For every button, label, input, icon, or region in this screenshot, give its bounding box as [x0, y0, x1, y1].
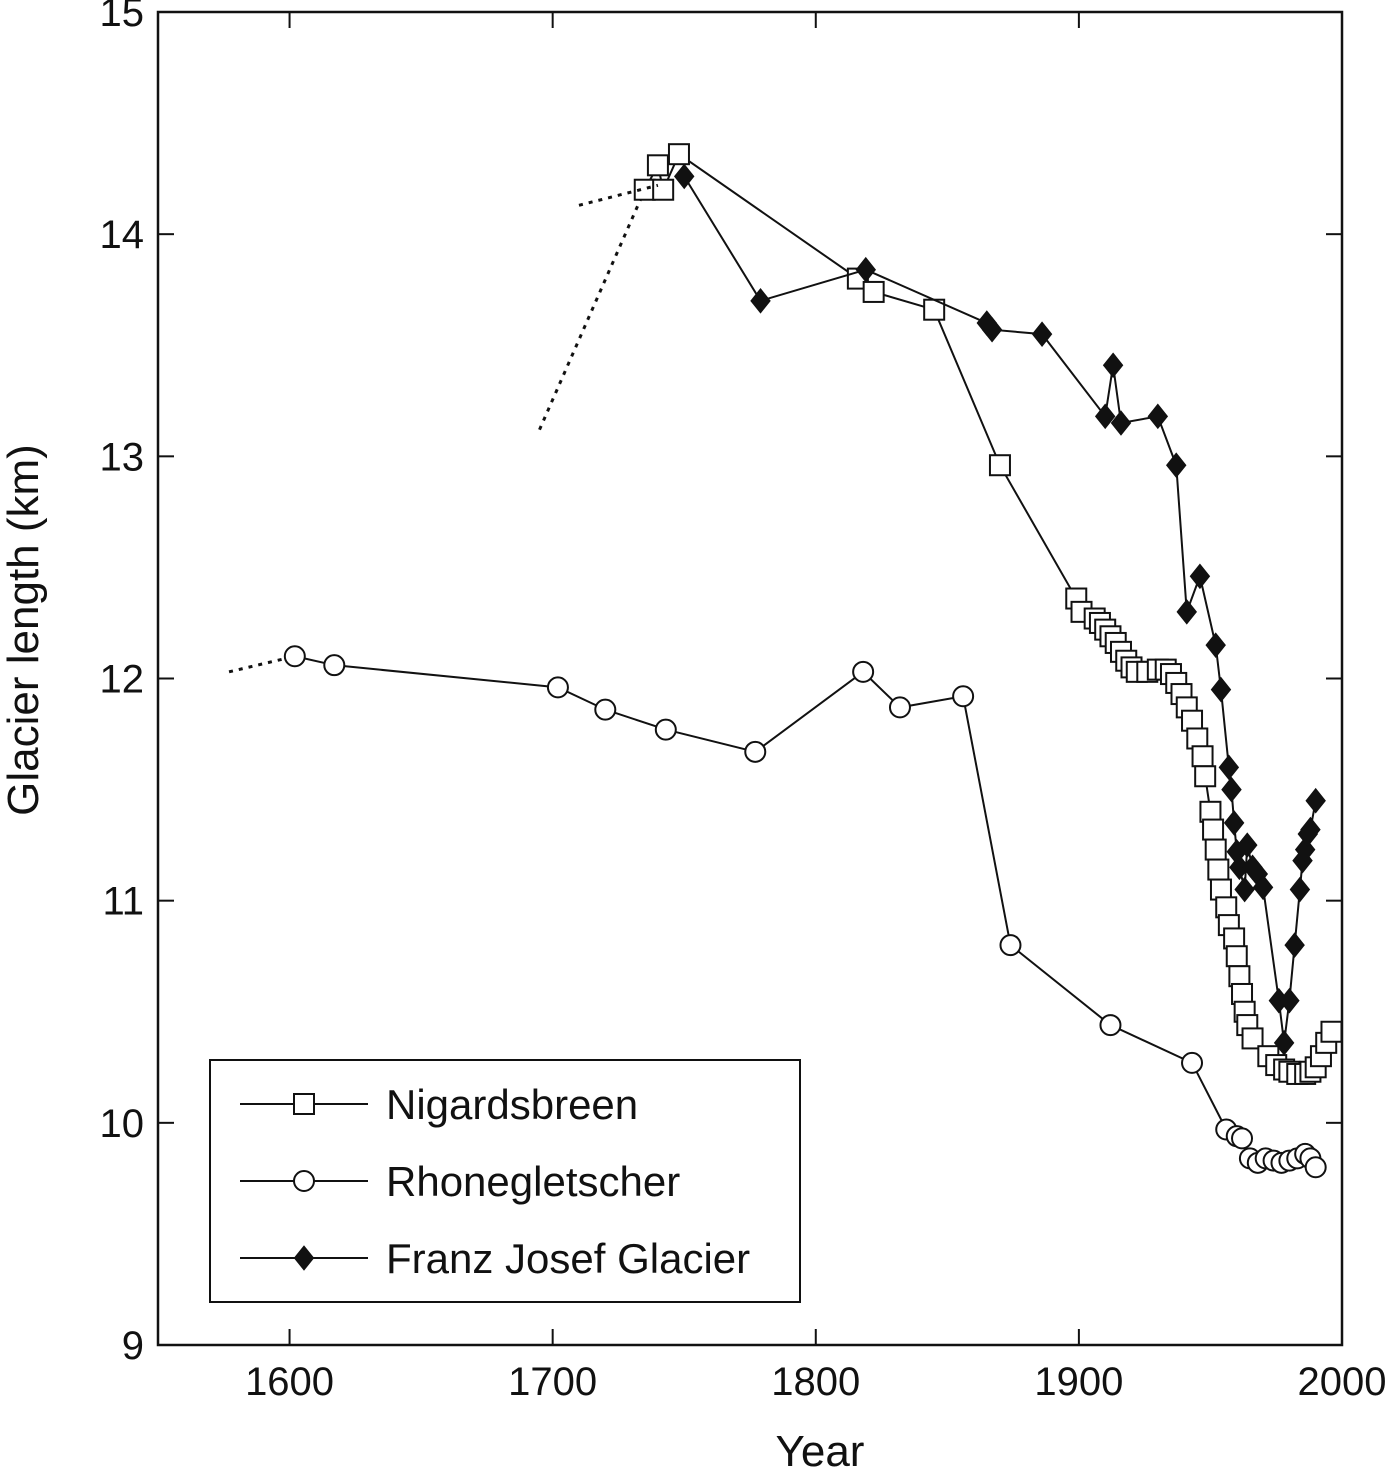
x-tick-label: 1800 — [771, 1360, 860, 1404]
legend-marker — [293, 1093, 315, 1115]
legend-entry: Franz Josef Glacier — [240, 1235, 750, 1282]
y-tick-label: 15 — [100, 0, 145, 35]
data-point — [546, 676, 569, 699]
series-dotted-extension — [538, 189, 647, 431]
data-point — [1099, 1014, 1122, 1037]
x-tick-label: 2000 — [1298, 1360, 1387, 1404]
data-point — [1207, 858, 1230, 881]
legend-entry: Rhonegletscher — [240, 1158, 680, 1205]
y-tick-label: 13 — [100, 435, 145, 479]
x-tick-label: 1900 — [1034, 1360, 1123, 1404]
series-nigardsbreen — [538, 143, 1343, 1085]
data-point — [1304, 1156, 1327, 1179]
data-point — [667, 143, 690, 166]
data-point — [652, 178, 675, 201]
data-point — [1221, 776, 1242, 803]
data-point — [1181, 1051, 1204, 1074]
data-point — [1194, 765, 1217, 788]
data-point — [1237, 832, 1258, 858]
legend-marker — [293, 1245, 315, 1271]
data-point — [1241, 1027, 1264, 1050]
x-axis-title: Year — [776, 1427, 865, 1473]
y-tick-label: 14 — [100, 213, 145, 257]
data-point — [594, 698, 617, 721]
data-point — [1165, 452, 1187, 479]
data-point — [952, 685, 975, 708]
data-point — [1225, 945, 1248, 968]
x-tick-label: 1600 — [245, 1360, 334, 1404]
data-point — [981, 316, 1003, 343]
y-tick-label: 11 — [102, 880, 144, 924]
data-point — [744, 740, 767, 763]
data-point — [1320, 1020, 1343, 1043]
legend-label: Rhonegletscher — [386, 1158, 680, 1205]
data-point — [1102, 352, 1124, 379]
data-point — [1210, 676, 1232, 703]
data-point — [862, 280, 885, 303]
axis-tick-labels: 1600 1700 1800 1900 2000 9 10 11 12 13 14 15 — [100, 0, 1387, 1404]
data-point — [1176, 599, 1198, 625]
series-rhonegletscher — [228, 645, 1327, 1179]
data-point — [888, 696, 911, 719]
data-point — [1284, 932, 1305, 958]
data-point — [1223, 810, 1245, 836]
data-point — [1273, 1030, 1295, 1056]
data-point — [1094, 403, 1116, 430]
legend-entry: Nigardsbreen — [240, 1081, 638, 1128]
data-point — [852, 660, 875, 683]
y-tick-label: 9 — [122, 1324, 144, 1368]
data-point — [1147, 403, 1169, 430]
data-point — [1031, 321, 1053, 347]
legend-label: Nigardsbreen — [386, 1081, 638, 1128]
data-point — [1231, 1127, 1254, 1150]
data-point — [1289, 876, 1311, 903]
data-point — [1204, 838, 1227, 861]
data-point — [1300, 816, 1321, 843]
y-tick-label: 10 — [100, 1102, 145, 1146]
series-layer — [228, 143, 1343, 1179]
data-point — [646, 154, 669, 177]
data-point — [1252, 874, 1274, 901]
data-point — [1218, 754, 1240, 781]
data-point — [673, 163, 695, 190]
legend-label: Franz Josef Glacier — [386, 1235, 750, 1282]
data-point — [855, 256, 877, 283]
data-point — [1305, 787, 1326, 814]
legend-entries: Nigardsbreen Rhonegletscher Franz Josef Gl… — [240, 1081, 750, 1282]
data-point — [750, 288, 771, 314]
series-franz-josef-glacier — [578, 163, 1326, 1056]
y-tick-label: 12 — [100, 658, 145, 702]
data-point — [1234, 876, 1255, 903]
data-point — [999, 934, 1022, 957]
data-point — [988, 454, 1011, 477]
data-point — [1279, 987, 1300, 1014]
data-point — [1189, 563, 1211, 590]
axis-ticks — [158, 11, 1343, 1346]
x-tick-label: 1700 — [508, 1360, 597, 1404]
series-dotted-extension — [578, 183, 659, 207]
data-point — [283, 645, 306, 668]
data-point — [323, 654, 346, 677]
data-point — [1205, 632, 1226, 658]
legend: Nigardsbreen Rhonegletscher Franz Josef Gl… — [209, 1059, 801, 1303]
data-point — [1110, 410, 1132, 436]
data-point — [1191, 745, 1214, 768]
data-point — [1202, 818, 1225, 841]
y-axis-title: Glacier length (km) — [0, 444, 48, 816]
series-dotted-extension — [228, 654, 296, 674]
legend-marker — [293, 1170, 315, 1192]
data-point — [654, 718, 677, 741]
